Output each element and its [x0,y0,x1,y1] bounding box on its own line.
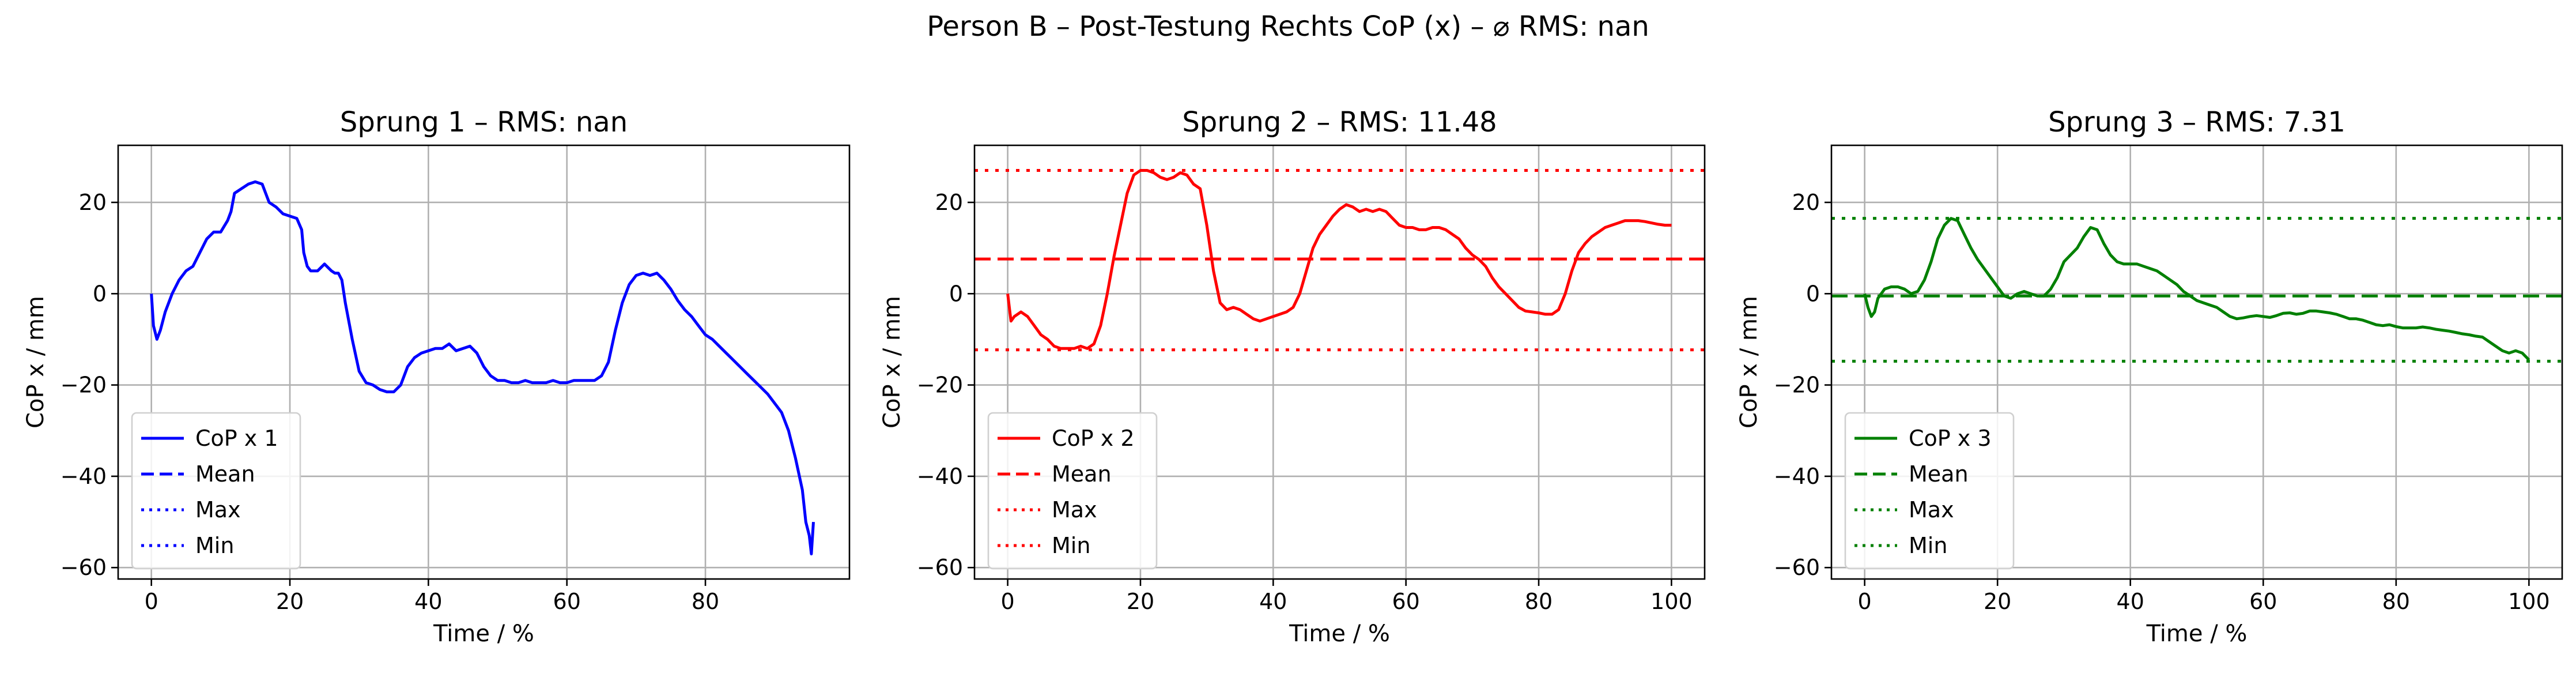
x-tick-label: 0 [1858,589,1872,614]
y-tick-label: −60 [1774,555,1820,580]
panel-title: Sprung 1 – RMS: nan [340,106,628,138]
x-axis-label: Time / % [433,621,534,647]
y-tick-label: −40 [61,464,107,489]
x-tick-label: 20 [1127,589,1154,614]
plot-frame [1830,144,2563,580]
legend-box [1844,412,2015,570]
legend-box [987,412,1158,570]
panel-title: Sprung 2 – RMS: 11.48 [1182,106,1497,138]
legend-label: Mean [1052,461,1112,487]
y-axis-label: CoP x / mm [879,296,905,428]
x-tick-label: 40 [2117,589,2144,614]
chart-panel-3: 0 20 40 60 80 100 −60 −40 −20 0 20 Sprung 3 – RMS: … [1736,106,2563,647]
y-tick-label: 20 [935,190,963,215]
y-tick-label: 20 [79,190,107,215]
figure-title: Person B – Post-Testung Rechts CoP (x) –… [927,10,1649,43]
chart-panel-1: 0 20 40 60 80 −60 −40 −20 0 20 Sprung 1 – RMS: nan… [22,106,851,647]
legend-label: Max [1052,497,1097,522]
y-tick-label: −60 [61,555,107,580]
y-tick-label: −60 [917,555,963,580]
plot-frame [117,144,851,580]
legend-label: Mean [1909,461,1969,487]
legend-label: CoP x 3 [1909,426,1992,451]
series-line-cop-x-1 [150,180,815,555]
x-tick-label: 0 [1000,589,1014,614]
series-line-cop-x-2 [1006,169,1672,350]
x-tick-label: 60 [1392,589,1420,614]
chart-panel-2: 0 20 40 60 80 100 −60 −40 −20 0 20 Sprung 2 – RMS: … [879,106,1706,647]
panel-title: Sprung 3 – RMS: 7.31 [2048,106,2345,138]
x-tick-label: 40 [414,589,442,614]
x-tick-label: 100 [2508,589,2550,614]
y-tick-label: 0 [949,281,963,306]
x-tick-label: 80 [692,589,719,614]
y-tick-label: 0 [93,281,107,306]
y-tick-label: −40 [1774,464,1820,489]
y-axis-label: CoP x / mm [22,296,49,428]
legend-label: CoP x 2 [1052,426,1135,451]
x-tick-label: 20 [1984,589,2011,614]
x-tick-label: 20 [276,589,304,614]
legend-label: Min [1909,533,1947,558]
x-tick-label: 60 [553,589,581,614]
y-tick-label: 20 [1792,190,1820,215]
x-tick-label: 60 [2249,589,2277,614]
y-tick-label: 0 [1806,281,1820,306]
legend-label: Max [1909,497,1954,522]
plot-frame [973,144,1706,580]
legend-label: CoP x 1 [195,426,278,451]
y-tick-label: −40 [917,464,963,489]
legend-label: Mean [195,461,255,487]
legend-box [131,412,301,570]
series-line-cop-x-3 [1863,217,2530,361]
legend-label: Max [195,497,241,522]
x-tick-label: 0 [145,589,158,614]
x-tick-label: 100 [1650,589,1693,614]
x-axis-label: Time / % [2146,621,2248,647]
y-tick-label: −20 [61,373,107,398]
x-tick-label: 40 [1259,589,1287,614]
x-tick-label: 80 [1525,589,1553,614]
x-tick-label: 80 [2382,589,2410,614]
y-axis-label: CoP x / mm [1736,296,1762,428]
y-tick-label: −20 [1774,373,1820,398]
legend-label: Min [195,533,234,558]
y-tick-label: −20 [917,373,963,398]
legend-label: Min [1052,533,1090,558]
x-axis-label: Time / % [1289,621,1390,647]
